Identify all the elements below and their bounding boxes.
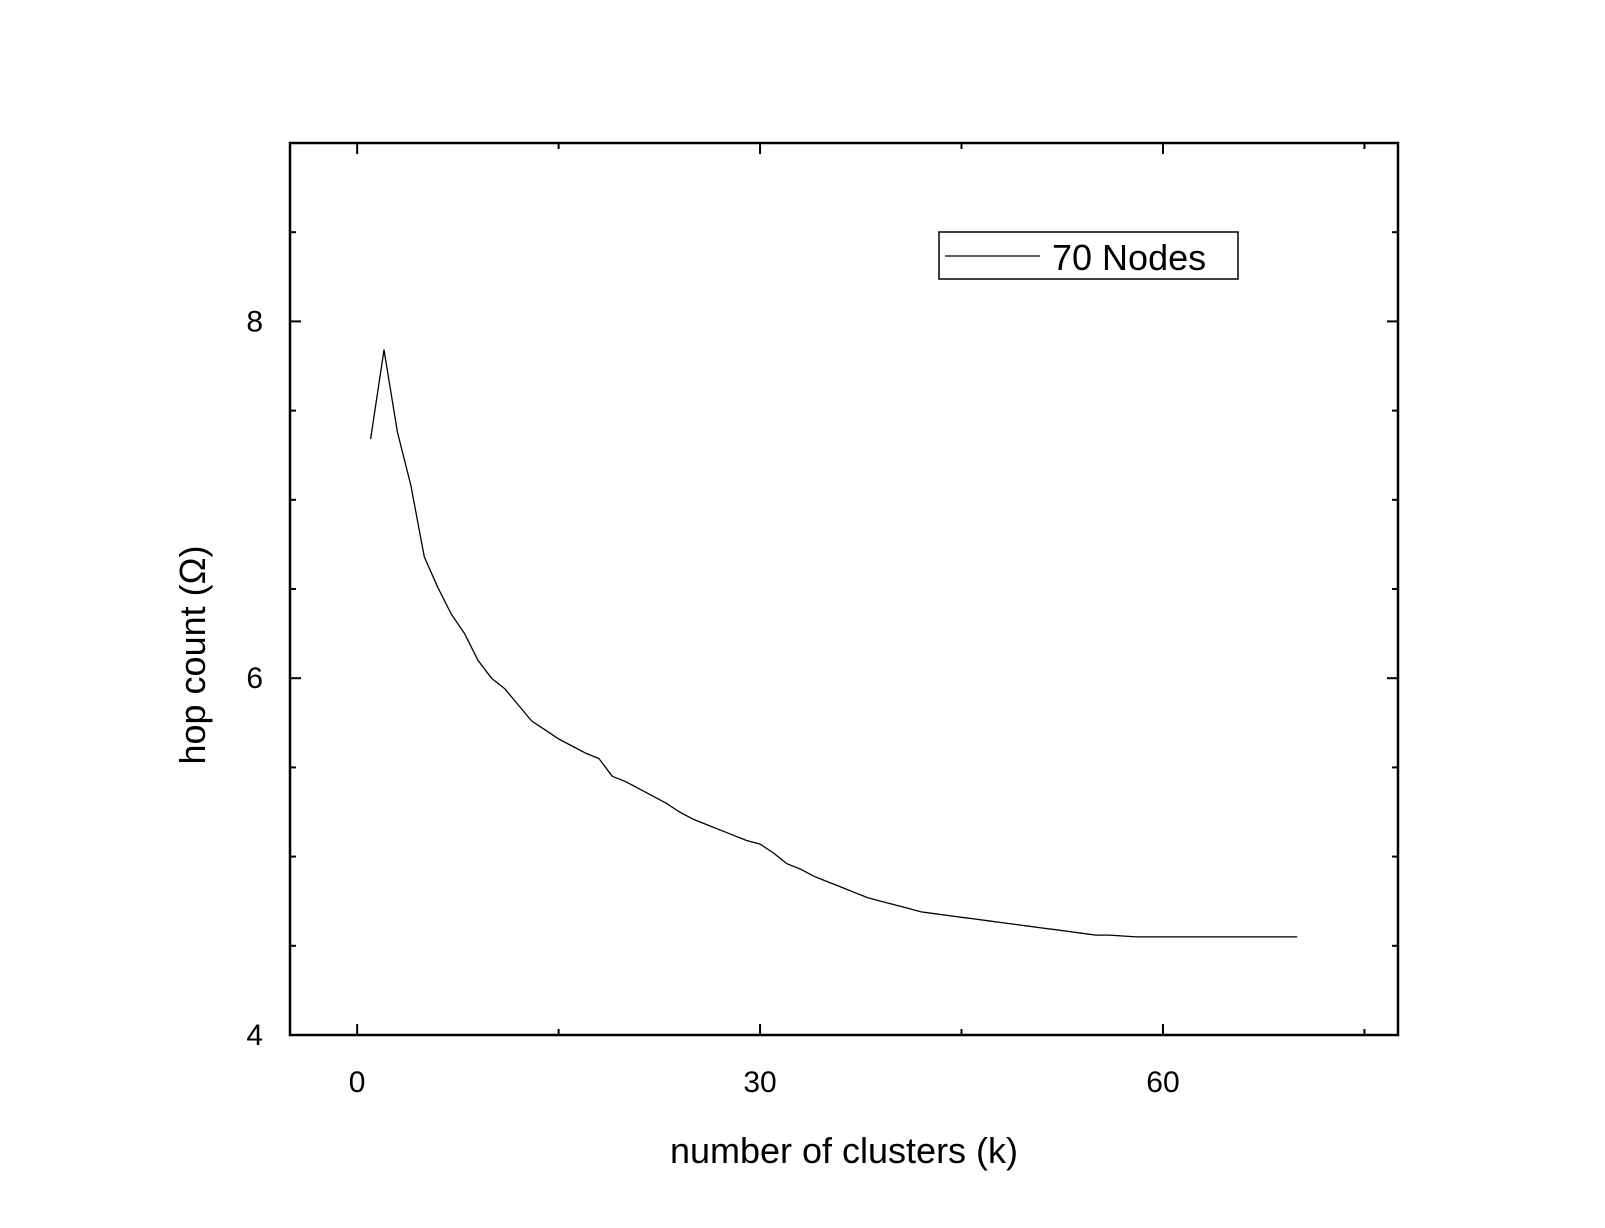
x-tick-label: 60 bbox=[1146, 1066, 1179, 1099]
legend: 70 Nodes bbox=[938, 231, 1239, 280]
x-tick-label: 0 bbox=[349, 1066, 366, 1099]
y-tick-label: 6 bbox=[246, 662, 263, 695]
x-tick-label: 30 bbox=[743, 1066, 776, 1099]
x-axis: 0 30 60 bbox=[349, 143, 1366, 1099]
series-layer bbox=[369, 349, 1298, 938]
x-axis-label: number of clusters (k) bbox=[670, 1130, 1018, 1171]
y-axis-label: hop count (Ω) bbox=[172, 545, 213, 764]
y-tick-label: 4 bbox=[246, 1019, 263, 1052]
legend-label: 70 Nodes bbox=[1052, 237, 1206, 278]
series-line bbox=[369, 349, 1298, 938]
y-axis: 4 6 8 bbox=[246, 231, 1398, 1052]
y-tick-label: 8 bbox=[246, 305, 263, 338]
